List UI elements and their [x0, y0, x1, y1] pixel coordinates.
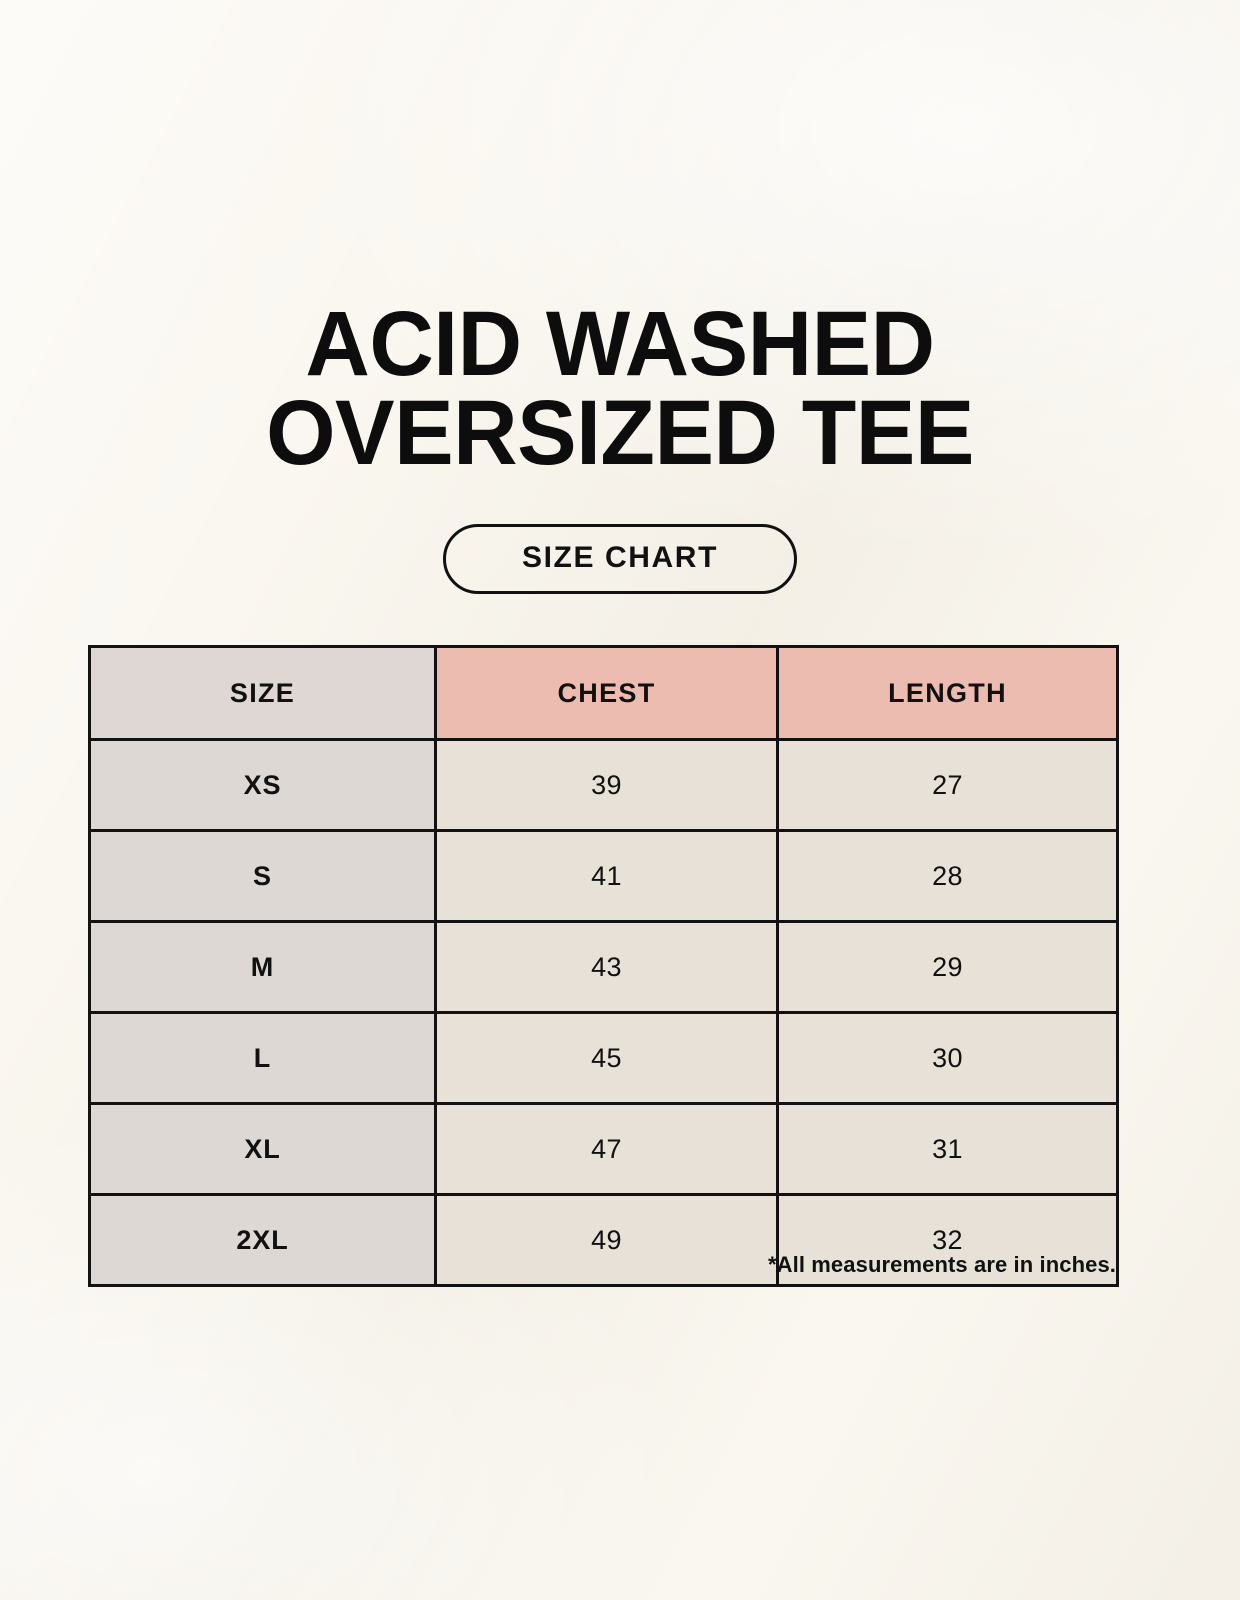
- cell-length: 31: [776, 1102, 1119, 1196]
- cell-size: XS: [88, 738, 437, 832]
- cell-chest: 41: [434, 829, 779, 923]
- cell-length: 29: [776, 920, 1119, 1014]
- cell-chest: 45: [434, 1011, 779, 1105]
- size-chart-badge-container: SIZE CHART: [0, 524, 1240, 594]
- page-title-line-2: OVERSIZED TEE: [266, 382, 974, 485]
- cell-chest: 43: [434, 920, 779, 1014]
- page-title: ACID WASHED OVERSIZED TEE: [0, 293, 1240, 485]
- cell-length: 30: [776, 1011, 1119, 1105]
- size-chart-table: SIZE CHEST LENGTH XS 39 27 S 41 28 M: [88, 645, 1119, 1287]
- column-header-size: SIZE: [88, 645, 437, 741]
- table-row: M 43 29: [88, 920, 1119, 1014]
- table-row: L 45 30: [88, 1011, 1119, 1105]
- table-header-row: SIZE CHEST LENGTH: [88, 645, 1119, 741]
- size-chart-table-container: SIZE CHEST LENGTH XS 39 27 S 41 28 M: [88, 645, 1119, 1287]
- cell-chest: 39: [434, 738, 779, 832]
- column-header-length: LENGTH: [776, 645, 1119, 741]
- table-body: XS 39 27 S 41 28 M 43 29 L 45 30: [88, 738, 1119, 1287]
- cell-size: XL: [88, 1102, 437, 1196]
- cell-size: M: [88, 920, 437, 1014]
- table-row: XS 39 27: [88, 738, 1119, 832]
- cell-length: 27: [776, 738, 1119, 832]
- cell-size: S: [88, 829, 437, 923]
- cell-size: L: [88, 1011, 437, 1105]
- measurement-unit-note: *All measurements are in inches.: [767, 1252, 1116, 1277]
- table-row: XL 47 31: [88, 1102, 1119, 1196]
- table-header: SIZE CHEST LENGTH: [88, 645, 1119, 741]
- size-chart-badge: SIZE CHART: [443, 524, 797, 594]
- column-header-chest: CHEST: [434, 645, 779, 741]
- cell-chest: 47: [434, 1102, 779, 1196]
- cell-length: 28: [776, 829, 1119, 923]
- page-title-line-1: ACID WASHED: [305, 293, 935, 395]
- table-row: S 41 28: [88, 829, 1119, 923]
